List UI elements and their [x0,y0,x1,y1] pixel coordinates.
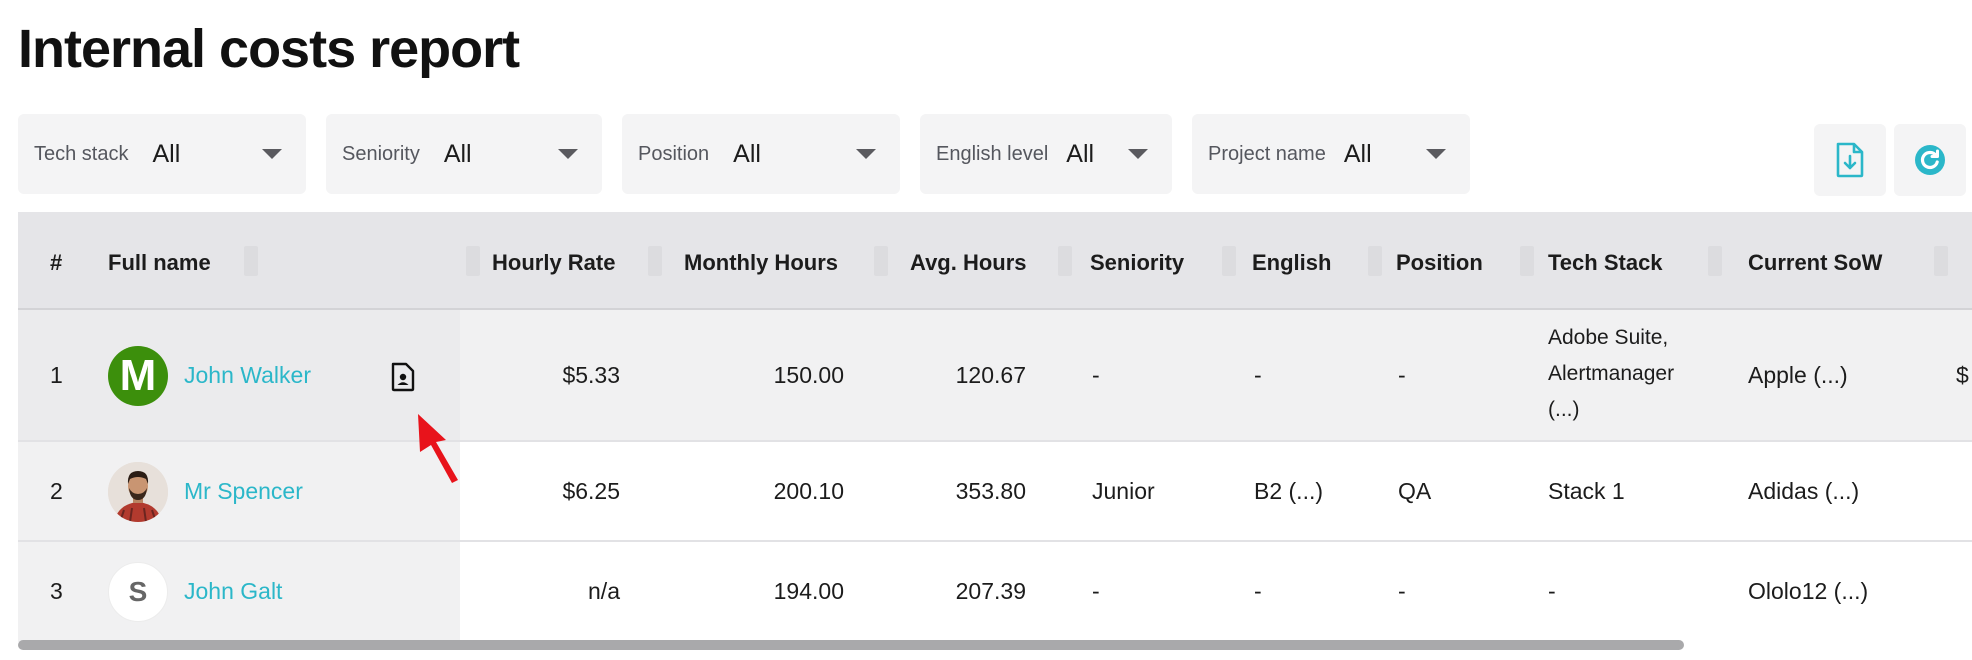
refresh-icon [1915,145,1945,175]
refresh-button[interactable] [1894,124,1966,196]
avatar-letter: S [128,576,148,607]
filter-seniority[interactable]: Seniority All [326,114,602,194]
current-sow: Ololo12 (...) [1748,578,1869,604]
tech-stack: - [1548,578,1556,604]
monthly-hours: 150.00 [773,362,844,388]
column-divider [1934,246,1948,276]
col-full-name[interactable]: Full name [108,250,211,275]
column-divider [1520,246,1534,276]
filter-value: All [1066,139,1095,168]
col-number[interactable]: # [50,250,63,275]
english-level: B2 (...) [1254,478,1324,504]
sticky-columns-background [18,542,460,642]
overflow-cell: $ [1956,362,1969,388]
col-hourly-rate[interactable]: Hourly Rate [492,250,616,275]
employee-name-link[interactable]: John Walker [184,362,311,388]
hourly-rate: n/a [588,578,620,604]
monthly-hours: 200.10 [773,478,844,504]
filter-tech-stack[interactable]: Tech stack All [18,114,306,194]
column-divider [874,246,888,276]
filter-english-level[interactable]: English level All [920,114,1172,194]
employee-name-link[interactable]: John Galt [184,578,283,604]
sticky-columns-background [18,310,460,440]
table-row[interactable]: 3 S John Galt n/a 194.00 207.39 - - - - … [18,542,1972,642]
english-level: - [1254,362,1262,388]
filter-value: All [443,139,472,168]
column-divider [1708,246,1722,276]
row-number: 1 [50,362,63,388]
seniority: Junior [1092,478,1155,504]
tech-stack: Stack 1 [1548,478,1625,504]
filter-label: Position [638,142,710,165]
filter-position[interactable]: Position All [622,114,900,194]
table-row[interactable]: 2 Mr Spencer $6.25 200.10 353.80 Junior … [18,442,1972,542]
hourly-rate: $5.33 [562,362,620,388]
position: - [1398,578,1406,604]
chevron-down-icon [1128,149,1148,159]
avatar [108,462,168,522]
filter-value: All [733,139,761,168]
file-download-icon [1836,142,1864,178]
horizontal-scrollbar[interactable] [18,640,1684,650]
seniority: - [1092,362,1100,388]
col-avg-hours[interactable]: Avg. Hours [910,250,1027,275]
seniority: - [1092,578,1100,604]
mouse-pointer-icon [418,414,458,483]
tech-stack-line: (...) [1548,398,1580,421]
filter-label: English level [936,142,1049,165]
avatar: S [108,562,168,622]
profile-document-icon[interactable] [390,362,416,392]
col-tech-stack[interactable]: Tech Stack [1548,250,1663,275]
avg-hours: 207.39 [955,578,1026,604]
filter-value: All [1343,139,1372,168]
monthly-hours: 194.00 [773,578,844,604]
employee-name-link[interactable]: Mr Spencer [184,478,303,504]
hourly-rate: $6.25 [562,478,620,504]
filter-project-name[interactable]: Project name All [1192,114,1470,194]
table-row[interactable]: 1 M John Walker $5.33 150.00 120.67 - - … [18,310,1972,442]
col-seniority[interactable]: Seniority [1090,250,1185,275]
col-english[interactable]: English [1252,250,1332,275]
position: - [1398,362,1406,388]
tech-stack-line: Alertmanager [1548,362,1675,385]
chevron-down-icon [856,149,876,159]
column-divider [648,246,662,276]
col-monthly-hours[interactable]: Monthly Hours [684,250,838,275]
chevron-down-icon [262,149,282,159]
row-number: 3 [50,578,63,604]
col-current-sow[interactable]: Current SoW [1748,250,1883,275]
position: QA [1398,478,1432,504]
column-divider [466,246,480,276]
avg-hours: 120.67 [955,362,1026,388]
row-number: 2 [50,478,63,504]
tech-stack: Adobe Suite, Alertmanager (...) [1548,320,1674,428]
user-photo-icon [108,462,168,522]
column-divider [1368,246,1382,276]
chevron-down-icon [558,149,578,159]
filter-label: Tech stack [34,142,129,165]
page-title: Internal costs report [18,19,520,79]
export-button[interactable] [1814,124,1886,196]
col-position[interactable]: Position [1396,250,1483,275]
filter-label: Seniority [342,142,420,165]
tech-stack-line: Adobe Suite, [1548,326,1669,349]
sticky-columns-background [18,442,460,540]
table-header: # Full name Hourly Rate Monthly Hours Av… [18,212,1972,310]
column-divider [1222,246,1236,276]
current-sow: Apple (...) [1748,362,1848,388]
english-level: - [1254,578,1262,604]
chevron-down-icon [1426,149,1446,159]
filter-label: Project name [1208,142,1326,165]
avatar: M [108,346,168,406]
column-divider [244,246,258,276]
column-divider [1058,246,1072,276]
current-sow: Adidas (...) [1748,478,1860,504]
avg-hours: 353.80 [955,478,1026,504]
avatar-letter: M [119,351,157,400]
filter-value: All [152,139,181,168]
